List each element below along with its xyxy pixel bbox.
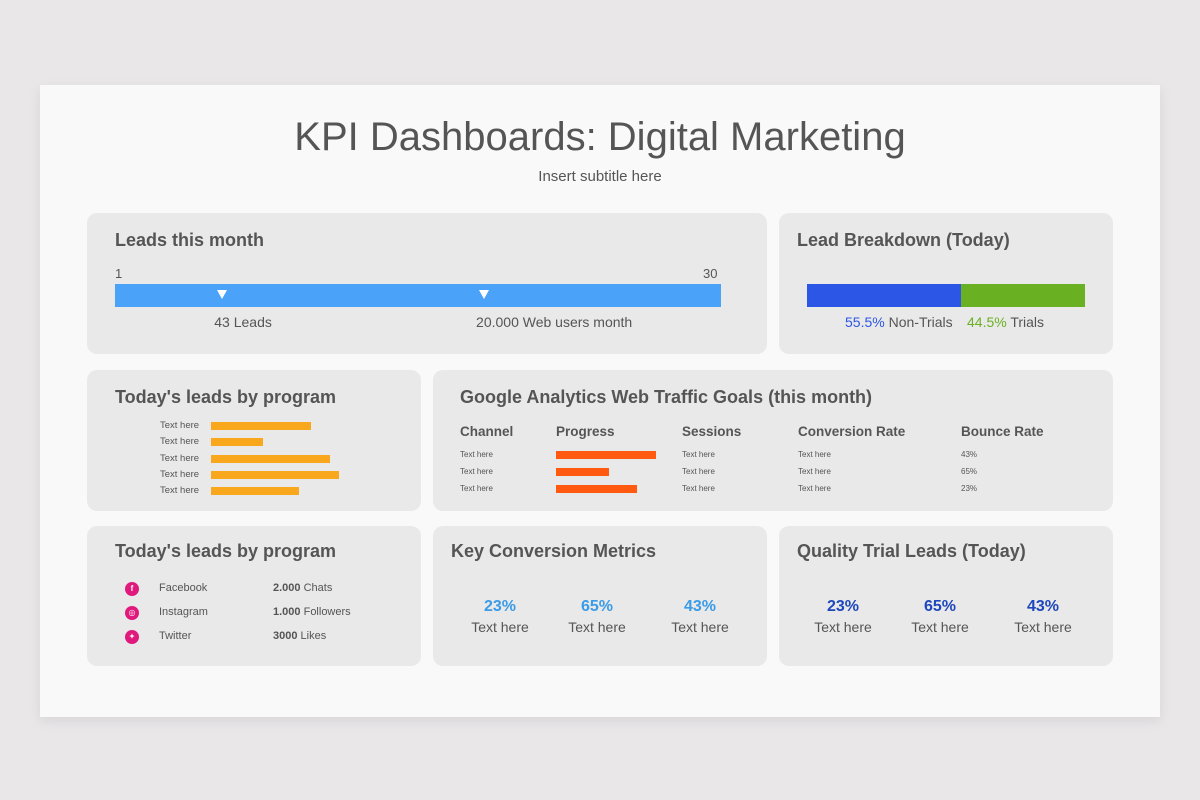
metric-percent: 23% — [826, 598, 860, 615]
social-row: ✦ Twitter 3000 Likes — [87, 630, 421, 646]
social-unit: Likes — [300, 630, 327, 642]
program-bar-label: Text here — [160, 452, 200, 464]
metric-item: 65% Text here — [547, 598, 647, 635]
quality-leads-title: Quality Trial Leads (Today) — [797, 541, 1026, 561]
page-subtitle: Insert subtitle here — [538, 168, 662, 185]
program-bar — [211, 422, 311, 430]
program-bar — [211, 470, 339, 479]
trials-segment — [961, 284, 1085, 307]
metric-item: 23% Text here — [793, 598, 893, 635]
bounce-rate-cell: 23% — [961, 484, 978, 493]
conversion-rate-header: Conversion Rate — [798, 424, 906, 439]
program-bars-card: Today's leads by program Text here Text h… — [87, 370, 421, 511]
progress-bar — [556, 468, 609, 476]
conversion-rate-cell: Text here — [798, 467, 831, 476]
page-title: KPI Dashboards: Digital Marketing — [294, 115, 906, 159]
progress-bar — [556, 451, 656, 459]
trials-label: Trials — [1010, 314, 1045, 330]
metric-percent: 43% — [1026, 598, 1060, 615]
channel-cell: Text here — [460, 450, 493, 459]
instagram-icon: ◎ — [125, 606, 139, 620]
lead-breakdown-card: Lead Breakdown (Today) 55.5% Non-Trials … — [779, 213, 1113, 354]
sessions-cell: Text here — [682, 467, 715, 476]
social-name: Facebook — [159, 582, 208, 594]
metric-label: Text here — [814, 619, 872, 635]
program-bar-label: Text here — [160, 485, 200, 497]
non-trials-percent: 55.5% — [845, 314, 885, 330]
metric-percent: 65% — [923, 598, 957, 615]
metric-label: Text here — [1014, 619, 1072, 635]
social-value: 3000 Likes — [273, 630, 326, 642]
program-bar — [211, 454, 331, 463]
bounce-rate-header: Bounce Rate — [961, 424, 1044, 439]
program-bars-title: Today's leads by program — [115, 387, 337, 407]
progress-bar — [556, 485, 637, 493]
bounce-rate-cell: 43% — [961, 450, 978, 459]
social-count: 3000 — [273, 630, 298, 642]
quality-leads-card: Quality Trial Leads (Today) 23% Text here… — [779, 526, 1113, 666]
metric-item: 43% Text here — [993, 598, 1093, 635]
social-value: 2.000 Chats — [273, 582, 332, 594]
channel-header: Channel — [460, 424, 514, 439]
progress-header: Progress — [556, 424, 615, 439]
program-bar — [211, 487, 300, 496]
trials-percent: 44.5% — [967, 314, 1007, 330]
social-row: f Facebook 2.000 Chats — [87, 582, 421, 598]
sessions-cell: Text here — [682, 484, 715, 493]
leads-marker-label: 43 Leads — [214, 314, 272, 330]
metric-percent: 65% — [580, 598, 614, 615]
metric-label: Text here — [671, 619, 729, 635]
social-count: 2.000 — [273, 582, 301, 594]
sessions-header: Sessions — [682, 424, 742, 439]
conversion-metrics-title: Key Conversion Metrics — [451, 541, 657, 561]
scale-max-label: 30 — [703, 266, 718, 281]
metric-label: Text here — [471, 619, 529, 635]
bounce-rate-cell: 65% — [961, 467, 978, 476]
leads-progress-bar — [115, 284, 721, 307]
conversion-rate-cell: Text here — [798, 450, 831, 459]
social-value: 1.000 Followers — [273, 606, 351, 618]
channel-cell: Text here — [460, 484, 493, 493]
non-trials-segment — [807, 284, 962, 307]
scale-min-label: 1 — [115, 266, 123, 281]
metric-percent: 23% — [483, 598, 517, 615]
social-unit: Chats — [303, 582, 333, 594]
web-users-marker-label: 20.000 Web users month — [476, 314, 633, 330]
channel-cell: Text here — [460, 467, 493, 476]
metric-item: 43% Text here — [650, 598, 750, 635]
social-name: Instagram — [159, 606, 208, 618]
social-name: Twitter — [159, 630, 192, 642]
metric-label: Text here — [568, 619, 626, 635]
analytics-card: Google Analytics Web Traffic Goals (this… — [433, 370, 1113, 511]
facebook-icon: f — [125, 582, 139, 596]
analytics-title: Google Analytics Web Traffic Goals (this… — [460, 387, 873, 407]
leads-marker-icon — [217, 290, 228, 299]
social-title: Today's leads by program — [115, 541, 337, 561]
non-trials-legend: 55.5% Non-Trials — [845, 314, 953, 330]
program-bar — [211, 438, 264, 447]
social-card: Today's leads by program f Facebook 2.000 … — [87, 526, 421, 666]
metric-label: Text here — [911, 619, 969, 635]
conversion-rate-cell: Text here — [798, 484, 831, 493]
leads-month-title: Leads this month — [115, 230, 265, 250]
conversion-metrics-card: Key Conversion Metrics 23% Text here 65% Te… — [433, 526, 767, 666]
breakdown-bar — [807, 284, 1085, 307]
metric-percent: 43% — [683, 598, 717, 615]
non-trials-label: Non-Trials — [888, 314, 953, 330]
social-row: ◎ Instagram 1.000 Followers — [87, 606, 421, 622]
trials-legend: 44.5% Trials — [967, 314, 1044, 330]
leads-month-card: Leads this month 1 30 43 Leads 20.000 We… — [87, 213, 767, 354]
program-bar-label: Text here — [160, 436, 200, 448]
metric-item: 65% Text here — [890, 598, 990, 635]
social-unit: Followers — [303, 606, 351, 618]
metric-item: 23% Text here — [450, 598, 550, 635]
program-bar-label: Text here — [160, 420, 200, 431]
lead-breakdown-title: Lead Breakdown (Today) — [797, 230, 1010, 250]
twitter-icon: ✦ — [125, 630, 139, 644]
program-bar-label: Text here — [160, 468, 200, 480]
web-users-marker-icon — [479, 290, 490, 299]
sessions-cell: Text here — [682, 450, 715, 459]
social-count: 1.000 — [273, 606, 301, 618]
